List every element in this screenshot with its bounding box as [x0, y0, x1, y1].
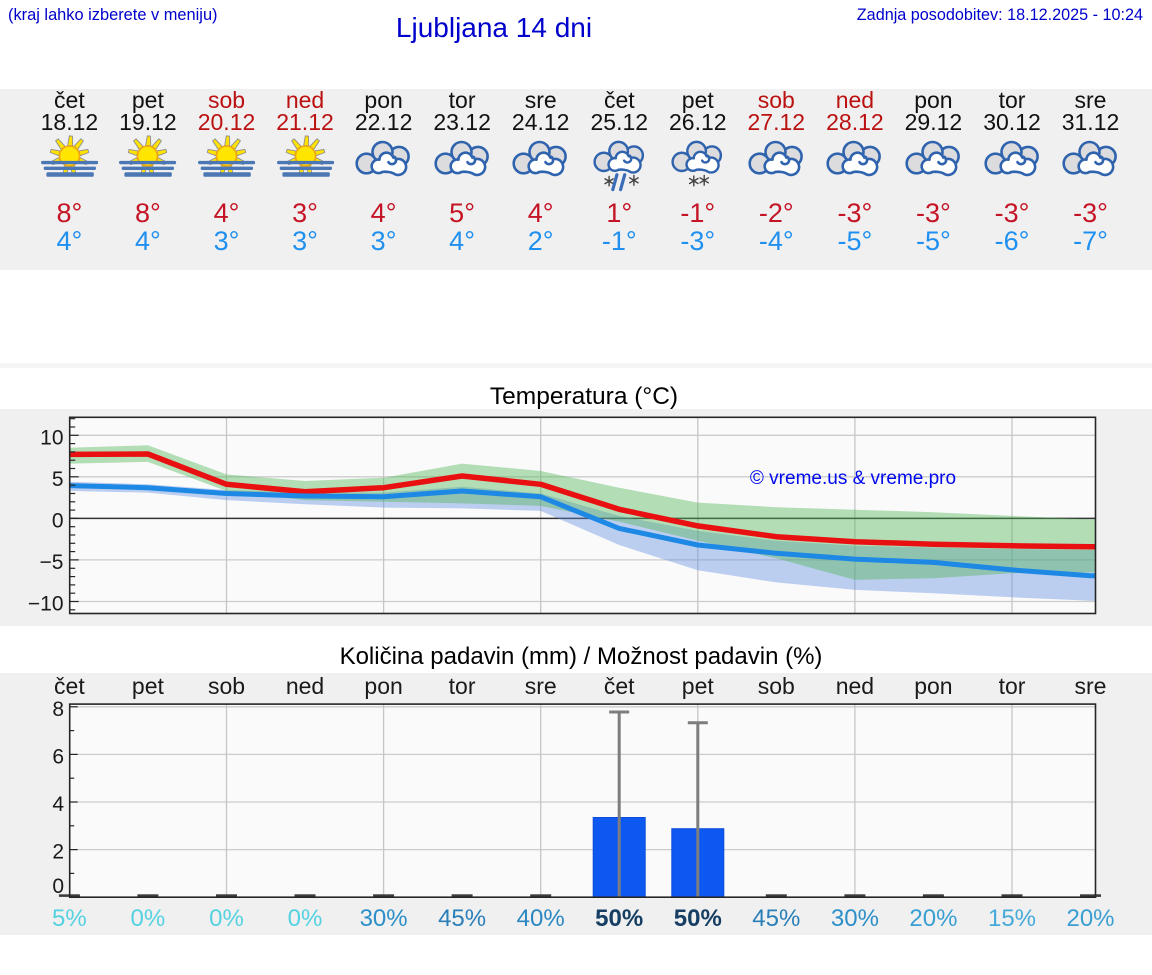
svg-text:10: 10	[40, 426, 63, 449]
svg-text:5: 5	[52, 468, 64, 491]
svg-text:50%: 50%	[595, 905, 643, 932]
svg-text:15%: 15%	[988, 905, 1036, 932]
svg-text:2: 2	[52, 841, 64, 864]
svg-text:sob: sob	[208, 673, 245, 699]
svg-text:sob: sob	[758, 673, 795, 699]
svg-text:−5: −5	[40, 551, 64, 574]
svg-text:5%: 5%	[52, 905, 87, 932]
svg-text:8: 8	[52, 698, 64, 721]
svg-text:© vreme.us & vreme.pro: © vreme.us & vreme.pro	[750, 468, 956, 489]
svg-text:30%: 30%	[360, 905, 408, 932]
svg-text:6: 6	[52, 745, 64, 768]
svg-text:0: 0	[52, 509, 64, 532]
svg-text:ned: ned	[836, 673, 874, 699]
svg-text:45%: 45%	[438, 905, 486, 932]
svg-text:4: 4	[52, 793, 64, 816]
svg-text:tor: tor	[999, 673, 1026, 699]
svg-text:−10: −10	[28, 593, 64, 616]
svg-text:tor: tor	[449, 673, 476, 699]
svg-text:pon: pon	[364, 673, 402, 699]
svg-text:pet: pet	[132, 673, 165, 699]
svg-text:čet: čet	[604, 673, 635, 699]
svg-text:pet: pet	[682, 673, 715, 699]
svg-text:pon: pon	[914, 673, 952, 699]
svg-text:sre: sre	[525, 673, 557, 699]
svg-text:sre: sre	[1075, 673, 1107, 699]
svg-text:0%: 0%	[209, 905, 244, 932]
svg-text:20%: 20%	[1066, 905, 1114, 932]
svg-text:45%: 45%	[752, 905, 800, 932]
svg-text:čet: čet	[54, 673, 85, 699]
svg-text:30%: 30%	[831, 905, 879, 932]
svg-text:0%: 0%	[131, 905, 166, 932]
svg-text:40%: 40%	[517, 905, 565, 932]
svg-text:0%: 0%	[288, 905, 323, 932]
svg-text:50%: 50%	[674, 905, 722, 932]
svg-text:0: 0	[52, 875, 64, 898]
svg-text:20%: 20%	[909, 905, 957, 932]
svg-text:ned: ned	[286, 673, 324, 699]
